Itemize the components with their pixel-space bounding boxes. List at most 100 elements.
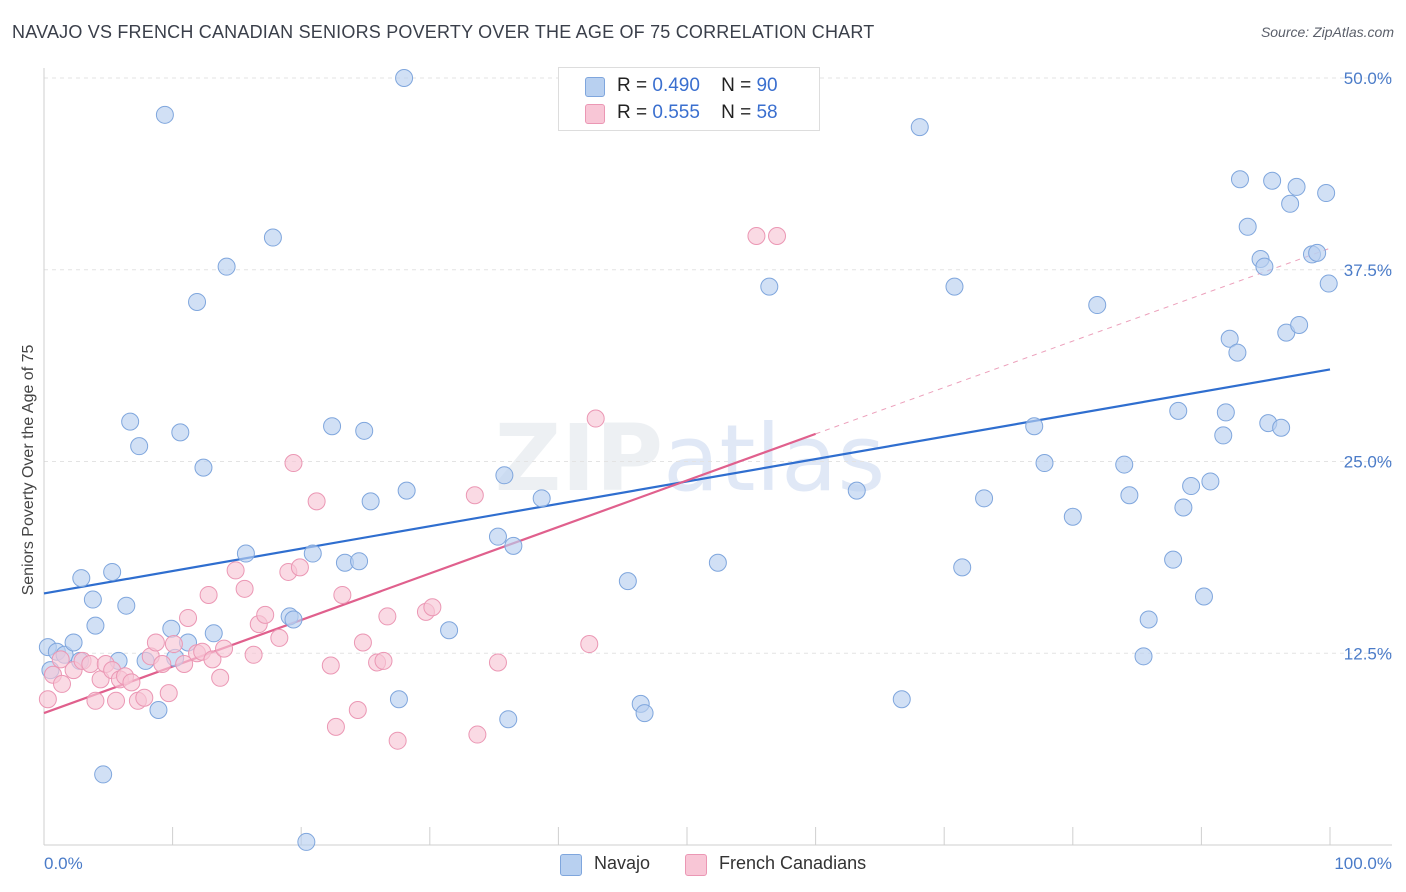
french-canadian-point bbox=[465, 486, 484, 505]
navajo-point bbox=[847, 481, 866, 500]
navajo-point bbox=[1308, 243, 1327, 262]
n-label: N = bbox=[721, 102, 752, 123]
navajo-point bbox=[1290, 315, 1309, 334]
french-canadian-point bbox=[175, 654, 194, 673]
navajo-point bbox=[1174, 498, 1193, 517]
navajo-point bbox=[1182, 477, 1201, 496]
navajo-point bbox=[910, 118, 929, 137]
navajo-point bbox=[236, 544, 255, 563]
french-canadian-point bbox=[211, 668, 230, 687]
french-canadian-point bbox=[374, 651, 393, 670]
navajo-point bbox=[284, 610, 303, 629]
navajo-swatch bbox=[585, 77, 605, 97]
r-label: R = bbox=[617, 75, 648, 96]
data-points bbox=[38, 69, 1338, 851]
navajo-point bbox=[504, 536, 523, 555]
navajo-point bbox=[532, 489, 551, 508]
navajo-point bbox=[1263, 171, 1282, 190]
french-canadian-point bbox=[199, 585, 218, 604]
n-value: 90 bbox=[756, 75, 778, 96]
x-tick-label: 100.0% bbox=[1334, 854, 1392, 873]
y-tick-label: 12.5% bbox=[1344, 644, 1392, 663]
navajo-point bbox=[1319, 274, 1338, 293]
french-canadian-point bbox=[333, 585, 352, 604]
navajo-point bbox=[440, 621, 459, 640]
navajo-point bbox=[1228, 343, 1247, 362]
french-canadian-point bbox=[226, 561, 245, 580]
french-canadian-point bbox=[580, 635, 599, 654]
navajo-point bbox=[1194, 587, 1213, 606]
french-legend-label: French Canadians bbox=[719, 853, 867, 873]
navajo-point bbox=[1035, 454, 1054, 473]
french-canadian-point bbox=[159, 684, 178, 703]
navajo-point bbox=[1238, 217, 1257, 236]
navajo-point bbox=[72, 569, 91, 588]
navajo-point bbox=[1139, 610, 1158, 629]
navajo-point bbox=[1164, 550, 1183, 569]
navajo-point bbox=[892, 690, 911, 709]
french-canadian-point bbox=[747, 227, 766, 246]
n-label: N = bbox=[721, 75, 752, 96]
navajo-point bbox=[103, 562, 122, 581]
navajo-legend-swatch bbox=[560, 854, 582, 876]
navajo-point bbox=[64, 633, 83, 652]
navajo-point bbox=[1220, 329, 1239, 348]
r-label: R = bbox=[617, 102, 648, 123]
french-trend-extension bbox=[815, 247, 1331, 435]
french-canadian-point bbox=[353, 633, 372, 652]
navajo-point bbox=[1169, 401, 1188, 420]
navajo-point bbox=[499, 710, 518, 729]
watermark: ZIPatlas bbox=[495, 405, 886, 512]
chart-title: NAVAJO VS FRENCH CANADIAN SENIORS POVERT… bbox=[12, 22, 875, 42]
french-canadian-point bbox=[270, 628, 289, 647]
french-canadian-point bbox=[107, 691, 126, 710]
n-value: 58 bbox=[756, 102, 778, 123]
french-canadian-point bbox=[423, 598, 442, 617]
navajo-point bbox=[355, 421, 374, 440]
navajo-point bbox=[361, 492, 380, 511]
navajo-point bbox=[83, 590, 102, 609]
navajo-point bbox=[350, 552, 369, 571]
navajo-point bbox=[217, 257, 236, 276]
french-canadian-point bbox=[586, 409, 605, 428]
french-canadian-point bbox=[468, 725, 487, 744]
navajo-point bbox=[488, 527, 507, 546]
source-label: Source: ZipAtlas.com bbox=[1260, 24, 1394, 40]
axes bbox=[43, 68, 1392, 846]
french-canadian-point bbox=[256, 605, 275, 624]
navajo-point bbox=[635, 704, 654, 723]
french-canadian-point bbox=[53, 674, 72, 693]
y-tick-label: 50.0% bbox=[1344, 69, 1392, 88]
navajo-point bbox=[1120, 486, 1139, 505]
navajo-point bbox=[204, 624, 223, 643]
y-tick-label: 25.0% bbox=[1344, 453, 1392, 472]
french-canadian-point bbox=[153, 654, 172, 673]
french-trend-line bbox=[43, 432, 816, 715]
navajo-point bbox=[155, 105, 174, 124]
navajo-point bbox=[495, 466, 514, 485]
navajo-point bbox=[945, 277, 964, 296]
navajo-point bbox=[1281, 194, 1300, 213]
navajo-point bbox=[397, 481, 416, 500]
navajo-point bbox=[395, 69, 414, 87]
navajo-point bbox=[86, 616, 105, 635]
r-value: 0.555 bbox=[652, 102, 700, 123]
french-canadian-point bbox=[81, 654, 100, 673]
french-canadian-point bbox=[378, 607, 397, 626]
navajo-point bbox=[1287, 177, 1306, 196]
french-canadian-point bbox=[86, 691, 105, 710]
navajo-point bbox=[618, 572, 637, 591]
navajo-point bbox=[162, 619, 181, 638]
y-axis-label: Seniors Poverty Over the Age of 75 bbox=[20, 345, 37, 596]
navajo-point bbox=[194, 458, 213, 477]
navajo-point bbox=[389, 690, 408, 709]
y-tick-labels: 12.5% 25.0% 37.5% 50.0% bbox=[1344, 69, 1392, 663]
y-tick-label: 37.5% bbox=[1344, 261, 1392, 280]
navajo-point bbox=[263, 228, 282, 247]
navajo-point bbox=[1201, 472, 1220, 491]
navajo-point bbox=[1230, 170, 1249, 189]
trend-lines bbox=[43, 247, 1331, 715]
navajo-point bbox=[303, 544, 322, 563]
navajo-legend-label: Navajo bbox=[594, 853, 651, 873]
